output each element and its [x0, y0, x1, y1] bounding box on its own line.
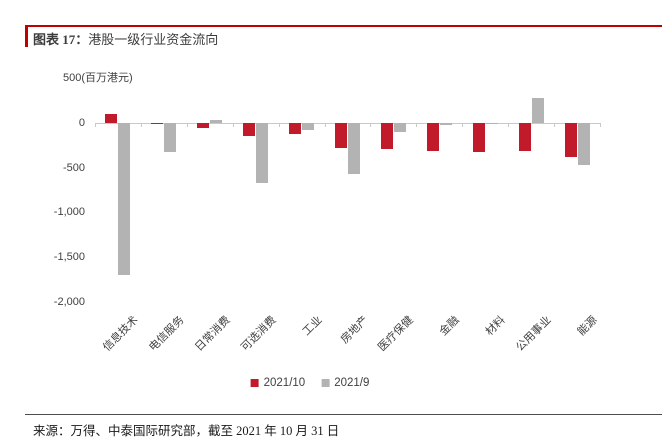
- top-rule: [25, 25, 662, 27]
- x-axis-line: [95, 123, 600, 124]
- figure-label: 图表 17：: [33, 32, 89, 47]
- bar-2021/9-材料: [485, 122, 498, 124]
- y-tick-label: -2,000: [53, 296, 85, 308]
- x-axis-tick: [554, 123, 556, 127]
- x-axis-tick: [462, 123, 464, 127]
- x-axis-tick: [508, 123, 510, 127]
- title-accent-bar: [25, 25, 28, 47]
- y-tick-label: -1,000: [53, 206, 85, 219]
- x-category-label: 日常消费: [192, 314, 233, 354]
- x-category-label: 工业: [300, 314, 325, 339]
- bar-2021/10-电信服务: [151, 122, 164, 124]
- x-category-label: 可选消费: [238, 314, 279, 354]
- x-category-label: 能源: [575, 314, 600, 339]
- x-category-label: 信息技术: [100, 314, 141, 354]
- figure-title-text: 港股一级行业资金流向: [88, 32, 219, 47]
- y-tick-label: -500: [62, 161, 85, 174]
- y-tick-label: 0: [78, 116, 85, 129]
- bar-2021/9-公用事业: [531, 97, 544, 123]
- x-axis-tick: [140, 123, 142, 127]
- bar-2021/10-材料: [472, 122, 485, 153]
- bar-2021/10-能源: [564, 122, 577, 157]
- bar-2021/9-医疗保健: [393, 122, 406, 132]
- bar-2021/10-房地产: [335, 122, 347, 148]
- figure-title: 图表 17：港股一级行业资金流向: [33, 29, 218, 48]
- x-axis-tick: [278, 123, 280, 127]
- legend-item-2021/10: 2021/10: [250, 377, 306, 389]
- bar-2021/10-日常消费: [197, 122, 210, 129]
- x-category-label: 材料: [483, 314, 508, 339]
- x-category-label: 房地产: [338, 314, 371, 346]
- bar-2021/10-医疗保健: [380, 122, 393, 149]
- bar-2021/9-可选消费: [256, 122, 269, 183]
- legend-label: 2021/10: [263, 377, 306, 389]
- legend-swatch-icon: [250, 379, 259, 387]
- x-category-label: 金融: [437, 314, 462, 339]
- x-axis-tick: [95, 123, 96, 127]
- x-axis-tick: [186, 123, 188, 127]
- y-tick-label: 500(百万港元): [63, 72, 133, 84]
- footer-rule: [25, 414, 662, 415]
- bar-2021/9-日常消费: [210, 120, 223, 123]
- legend-swatch-icon: [321, 379, 330, 387]
- x-category-label: 医疗保健: [376, 314, 417, 354]
- bar-2021/9-信息技术: [118, 122, 131, 276]
- bar-2021/10-金融: [426, 122, 439, 152]
- chart-legend: 2021/10 2021/9: [250, 377, 369, 389]
- bar-2021/9-金融: [439, 122, 452, 125]
- y-tick-label: -1,500: [53, 251, 85, 264]
- x-category-label: 公用事业: [514, 314, 554, 354]
- bar-2021/10-公用事业: [518, 122, 531, 152]
- source-note: 来源：万得、中泰国际研究部，截至 2021 年 10 月 31 日: [33, 424, 340, 438]
- x-axis-tick: [416, 123, 418, 127]
- bar-2021/10-可选消费: [243, 122, 256, 137]
- bar-2021/9-电信服务: [164, 122, 177, 153]
- bar-2021/9-能源: [577, 122, 590, 165]
- bar-2021/9-房地产: [348, 122, 360, 174]
- x-axis-tick: [370, 123, 372, 127]
- x-axis-tick: [600, 123, 601, 127]
- x-category-label: 电信服务: [146, 314, 187, 354]
- x-axis-tick: [232, 123, 234, 127]
- legend-label: 2021/9: [334, 377, 370, 389]
- legend-item-2021/9: 2021/9: [321, 377, 369, 389]
- bar-2021/10-工业: [289, 122, 302, 135]
- x-axis-tick: [324, 123, 326, 127]
- bar-2021/10-信息技术: [105, 113, 118, 123]
- bar-2021/9-工业: [302, 122, 315, 130]
